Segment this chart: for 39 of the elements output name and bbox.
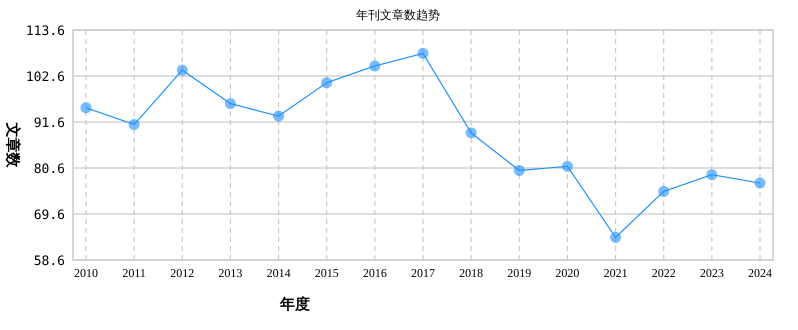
point xyxy=(321,77,332,88)
chart-title: 年刊文章数趋势 xyxy=(356,8,440,22)
x-tick-label: 2015 xyxy=(314,266,339,280)
y-tick-label: 58.6 xyxy=(34,254,65,269)
x-tick-label: 2010 xyxy=(74,266,98,280)
point xyxy=(369,60,380,72)
y-tick-label: 113.6 xyxy=(26,24,65,39)
x-tick-label: 2022 xyxy=(652,266,676,280)
point xyxy=(466,127,477,138)
x-tick-label: 2018 xyxy=(459,266,484,280)
x-tick-label: 2017 xyxy=(411,266,435,280)
x-tick-label: 2016 xyxy=(362,266,387,280)
x-tick-label: 2024 xyxy=(748,266,772,280)
point xyxy=(562,160,573,172)
point xyxy=(514,165,525,176)
x-tick-label: 2019 xyxy=(507,266,532,280)
point xyxy=(706,169,718,180)
x-tick-label: 2014 xyxy=(266,266,291,280)
y-tick-label: 102.6 xyxy=(26,70,65,85)
x-tick-label: 2021 xyxy=(604,266,628,280)
x-tick-label: 2020 xyxy=(555,266,580,280)
y-tick-label: 91.6 xyxy=(34,116,65,131)
y-axis-title: 文章数 xyxy=(4,122,22,168)
x-tick-label: 2012 xyxy=(170,266,194,280)
x-tick-label: 2011 xyxy=(122,266,146,280)
point xyxy=(224,98,236,110)
point xyxy=(418,48,428,59)
point xyxy=(610,232,622,243)
point xyxy=(273,110,284,122)
x-tick-label: 2013 xyxy=(218,266,242,280)
point xyxy=(176,64,188,76)
y-tick-label: 69.6 xyxy=(34,208,65,223)
point xyxy=(80,102,92,114)
x-tick-label: 2023 xyxy=(700,266,724,280)
y-tick-label: 80.6 xyxy=(34,162,65,177)
x-axis-title: 年度 xyxy=(279,295,310,313)
point xyxy=(658,186,670,197)
point xyxy=(754,178,766,189)
point xyxy=(128,119,140,130)
